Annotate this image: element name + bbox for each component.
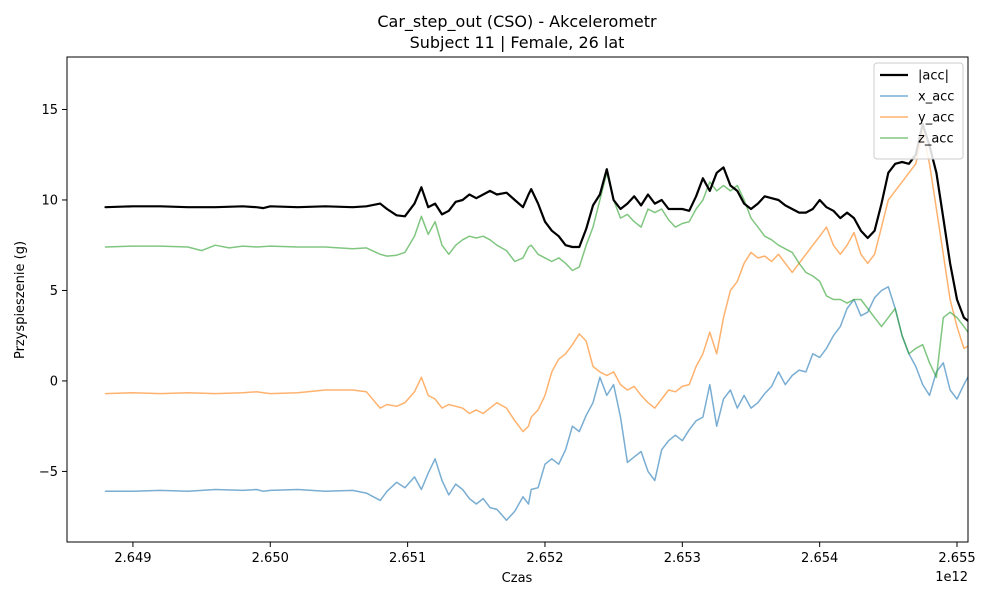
x-tick-label: 2.652 xyxy=(526,551,563,566)
series-line-xacc xyxy=(104,286,968,522)
series-layer xyxy=(104,122,968,522)
legend-label: x_acc xyxy=(918,90,954,105)
y-axis: −5 0 5 10 15 xyxy=(39,103,67,480)
y-tick-label: 10 xyxy=(41,193,58,208)
y-tick-label: 15 xyxy=(41,103,58,118)
x-axis: 2.649 2.650 2.651 2.652 2.653 2.654 2.655 xyxy=(114,542,976,566)
x-tick-label: 2.651 xyxy=(389,551,426,566)
series-line-acc xyxy=(104,122,968,323)
plot-frame xyxy=(66,56,969,543)
series-line-zacc xyxy=(104,172,968,379)
legend: |acc| x_acc y_acc z_acc xyxy=(873,62,964,160)
y-tick-label: −5 xyxy=(39,465,58,480)
legend-label: |acc| xyxy=(918,69,949,84)
x-tick-label: 2.654 xyxy=(801,551,838,566)
legend-box xyxy=(873,62,964,160)
x-offset-label: 1e12 xyxy=(935,570,968,585)
x-tick-label: 2.649 xyxy=(114,551,151,566)
chart-title: Car_step_out (CSO) - Akcelerometr xyxy=(377,12,657,32)
y-tick-label: 5 xyxy=(50,284,58,299)
x-tick-label: 2.653 xyxy=(664,551,701,566)
chart-subtitle: Subject 11 | Female, 26 lat xyxy=(410,33,625,52)
legend-label: y_acc xyxy=(918,111,954,126)
legend-label: z_acc xyxy=(918,132,954,147)
series-line-yacc xyxy=(104,130,968,433)
y-tick-label: 0 xyxy=(50,374,58,389)
x-tick-label: 2.655 xyxy=(938,551,975,566)
x-axis-label: Czas xyxy=(502,571,533,586)
x-tick-label: 2.650 xyxy=(252,551,289,566)
y-axis-label: Przyspieszenie (g) xyxy=(13,241,28,359)
